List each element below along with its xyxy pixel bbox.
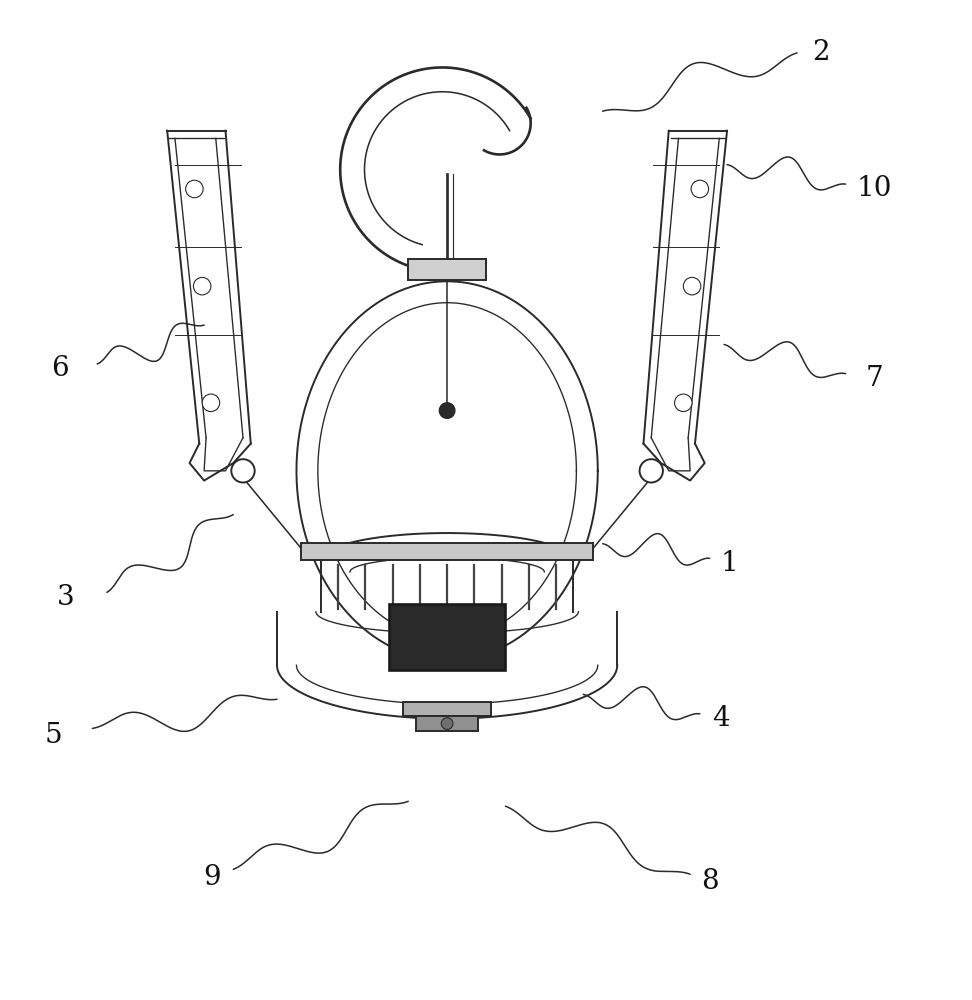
- Text: 10: 10: [857, 175, 892, 202]
- Circle shape: [231, 459, 255, 483]
- Text: 2: 2: [813, 39, 830, 66]
- Text: 9: 9: [203, 864, 221, 891]
- Circle shape: [683, 277, 701, 295]
- Circle shape: [439, 403, 455, 418]
- Circle shape: [691, 180, 709, 198]
- Text: 6: 6: [52, 355, 69, 382]
- Text: 3: 3: [57, 584, 75, 611]
- Circle shape: [640, 459, 663, 483]
- Text: 4: 4: [712, 705, 730, 732]
- Bar: [416, 716, 478, 731]
- Circle shape: [202, 394, 220, 412]
- Circle shape: [193, 277, 211, 295]
- Text: 5: 5: [45, 722, 62, 749]
- Bar: [403, 702, 491, 716]
- Circle shape: [675, 394, 692, 412]
- Text: 1: 1: [720, 550, 738, 577]
- Text: 7: 7: [866, 365, 884, 392]
- Bar: [408, 259, 486, 280]
- Circle shape: [441, 718, 453, 729]
- Bar: [301, 543, 593, 560]
- Bar: [389, 604, 505, 670]
- Text: 8: 8: [701, 868, 718, 895]
- Circle shape: [186, 180, 203, 198]
